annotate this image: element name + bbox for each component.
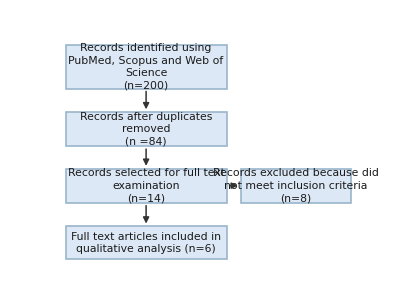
Text: Records selected for full text
examination
(n=14): Records selected for full text examinati…	[68, 168, 224, 203]
FancyBboxPatch shape	[66, 226, 227, 259]
FancyBboxPatch shape	[66, 45, 227, 88]
Text: Records identified using
PubMed, Scopus and Web of
Science
(n=200): Records identified using PubMed, Scopus …	[68, 43, 224, 90]
Text: Full text articles included in
qualitative analysis (n=6): Full text articles included in qualitati…	[71, 232, 221, 254]
Text: Records excluded because did
not meet inclusion criteria
(n=8): Records excluded because did not meet in…	[213, 168, 379, 203]
Text: Records after duplicates
removed
(n =84): Records after duplicates removed (n =84)	[80, 112, 212, 147]
FancyBboxPatch shape	[66, 169, 227, 203]
FancyBboxPatch shape	[66, 112, 227, 146]
FancyBboxPatch shape	[241, 169, 351, 203]
